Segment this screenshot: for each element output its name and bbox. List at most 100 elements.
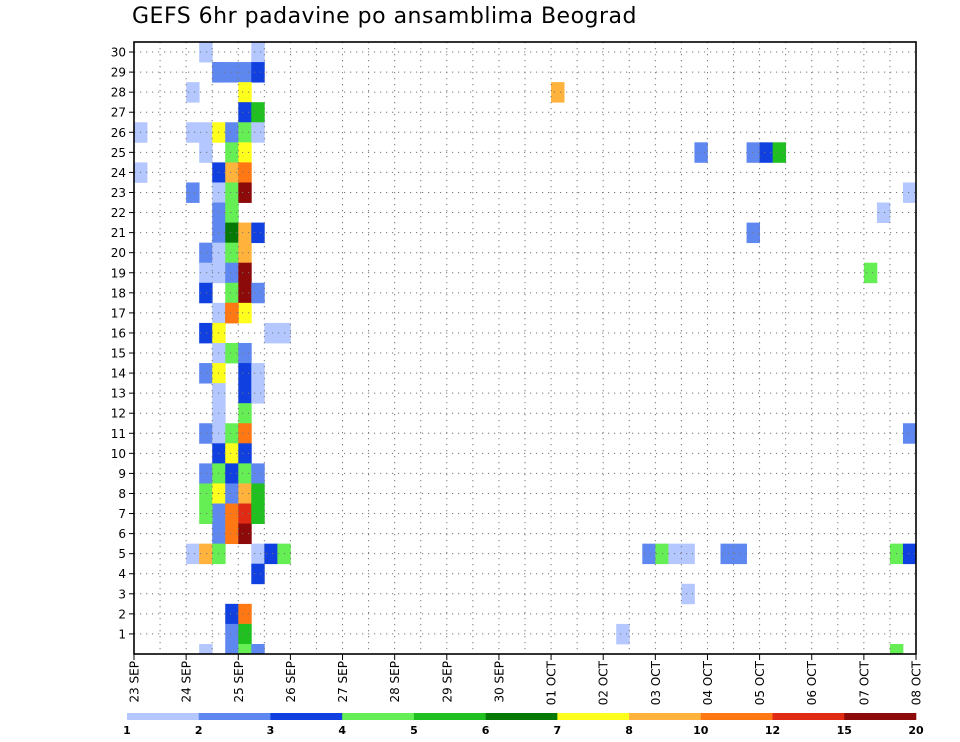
color-scale-label: 7 xyxy=(554,724,562,737)
heatmap-cell xyxy=(225,302,239,324)
heatmap-cell xyxy=(199,483,213,504)
color-scale-swatch xyxy=(270,713,343,720)
heatmap-cell xyxy=(251,483,265,504)
color-scale-swatch xyxy=(557,713,630,720)
y-tick-label: 24 xyxy=(111,166,126,180)
color-scale-label: 10 xyxy=(693,724,709,737)
y-tick-label: 7 xyxy=(118,507,126,521)
color-scale-swatch xyxy=(629,713,702,720)
heatmap-cell xyxy=(199,42,213,63)
heatmap-cell xyxy=(199,463,213,484)
x-tick-label: 26 SEP xyxy=(284,661,298,703)
heatmap-cell xyxy=(720,543,734,565)
heatmap-cell xyxy=(225,162,239,183)
ticks-layer: 1234567891011121314151617181920212223242… xyxy=(111,46,924,706)
y-tick-label: 5 xyxy=(118,547,126,561)
y-tick-label: 19 xyxy=(111,266,126,280)
heatmap-cell xyxy=(186,82,200,103)
color-scale-swatch xyxy=(485,713,558,720)
heatmap-cell xyxy=(694,142,708,163)
heatmap-cell xyxy=(238,62,252,83)
x-tick-label: 06 OCT xyxy=(805,660,819,705)
heatmap-cell xyxy=(238,102,252,123)
heatmap-cell xyxy=(238,242,252,264)
heatmap-cell xyxy=(225,122,239,143)
y-tick-label: 17 xyxy=(111,306,126,320)
heatmap-cell xyxy=(199,122,213,143)
y-tick-label: 23 xyxy=(111,186,126,200)
y-tick-label: 27 xyxy=(111,106,126,120)
x-tick-label: 30 SEP xyxy=(492,661,506,703)
heatmap-cell xyxy=(225,443,239,464)
y-tick-label: 15 xyxy=(111,347,126,361)
y-tick-label: 25 xyxy=(111,146,126,160)
color-scale-label: 12 xyxy=(765,724,780,737)
y-tick-label: 6 xyxy=(118,527,126,541)
heatmap-cell xyxy=(199,643,213,655)
y-tick-label: 21 xyxy=(111,226,126,240)
heatmap-cell xyxy=(199,142,213,163)
x-tick-label: 24 SEP xyxy=(180,661,194,703)
heatmap-cell xyxy=(551,82,565,103)
color-scale-swatch xyxy=(342,713,415,720)
heatmap-cell xyxy=(238,383,252,404)
grid-layer xyxy=(134,42,916,654)
y-tick-label: 29 xyxy=(111,66,126,80)
heatmap-cell xyxy=(225,142,239,163)
x-tick-label: 05 OCT xyxy=(753,660,767,705)
heatmap-cell xyxy=(199,262,213,284)
heatmap-cell xyxy=(225,222,239,244)
color-scale-swatch xyxy=(844,713,917,720)
y-tick-label: 11 xyxy=(111,427,126,441)
heatmap-cell xyxy=(876,202,891,223)
heatmap-cell xyxy=(225,603,239,625)
heatmap-cell xyxy=(746,142,760,163)
chart-title: GEFS 6hr padavine po ansamblima Beograd xyxy=(132,4,638,29)
heatmap-cell xyxy=(199,322,213,344)
heatmap-cell xyxy=(225,643,239,655)
heatmap-cell xyxy=(772,142,787,163)
y-tick-label: 12 xyxy=(111,407,126,421)
heatmap-cell xyxy=(225,503,239,524)
heatmap-cell xyxy=(238,222,252,244)
heatmap-cell xyxy=(186,122,200,143)
y-tick-label: 2 xyxy=(118,607,126,621)
color-scale-label: 5 xyxy=(410,724,418,737)
heatmap-cell xyxy=(225,282,239,304)
heatmap-cell xyxy=(902,423,917,444)
color-scale-swatch xyxy=(413,713,486,720)
heatmap-cell xyxy=(863,262,878,284)
y-tick-label: 9 xyxy=(118,467,126,481)
heatmap-cell xyxy=(251,503,265,524)
heatmap-cell xyxy=(225,463,239,484)
heatmap-cell xyxy=(616,623,630,645)
color-scale-label: 20 xyxy=(908,724,924,737)
heatmap-cell xyxy=(251,42,265,63)
y-tick-label: 18 xyxy=(111,286,126,300)
heatmap-cell xyxy=(225,182,239,203)
heatmap-cell xyxy=(225,523,239,545)
heatmap-cell xyxy=(225,202,239,223)
y-tick-label: 20 xyxy=(111,246,126,260)
y-tick-label: 4 xyxy=(118,567,126,581)
heatmap-cell xyxy=(251,122,265,143)
color-scale-label: 6 xyxy=(482,724,490,737)
x-tick-label: 25 SEP xyxy=(232,661,246,703)
heatmap-cell xyxy=(251,383,265,404)
heatmap-cell xyxy=(889,643,904,655)
heatmap-cell xyxy=(238,162,252,183)
y-tick-label: 30 xyxy=(111,46,126,60)
heatmap-cell xyxy=(238,82,252,103)
heatmap-cell xyxy=(238,182,252,203)
heatmap-cell xyxy=(759,142,774,163)
heatmap-cell xyxy=(264,322,278,344)
color-scale-swatch xyxy=(772,713,845,720)
color-scale-label: 8 xyxy=(625,724,633,737)
heatmap-cell xyxy=(238,483,252,504)
heatmap-cell xyxy=(238,122,252,143)
heatmap-cell xyxy=(238,302,252,324)
color-scale: 1 2 3 4 5 6 7 8 10 12 15 20 xyxy=(123,713,924,737)
color-scale-swatch xyxy=(127,713,200,720)
color-scale-label: 4 xyxy=(338,724,346,737)
heatmap-cell xyxy=(251,463,265,484)
